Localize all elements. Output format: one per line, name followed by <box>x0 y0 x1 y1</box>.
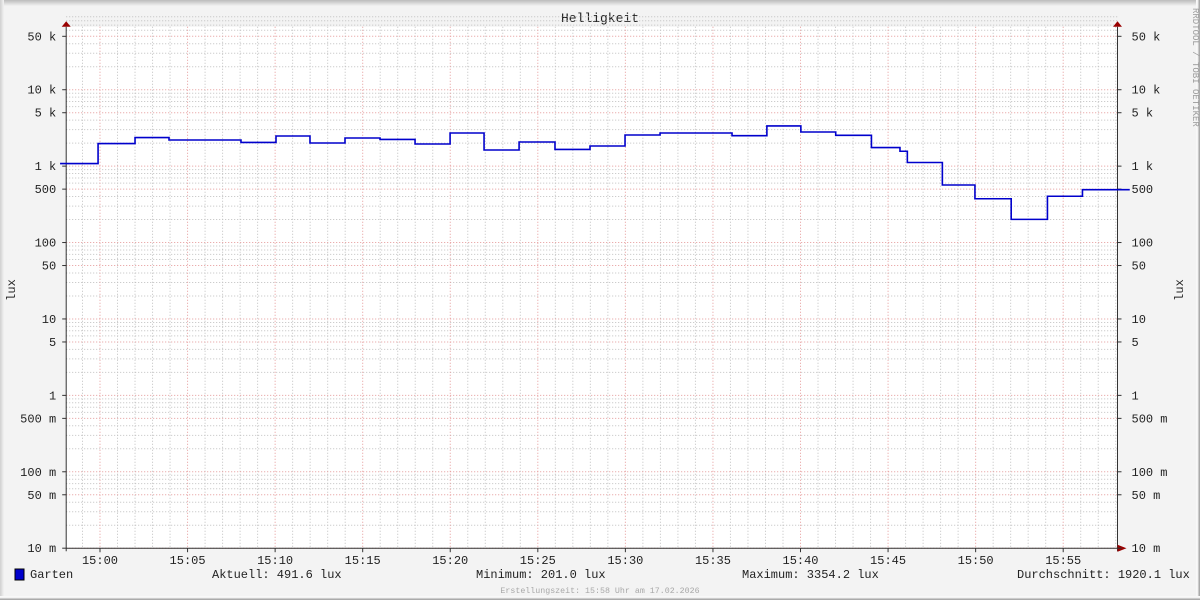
svg-text:15:05: 15:05 <box>170 554 206 568</box>
svg-text:15:35: 15:35 <box>695 554 731 568</box>
svg-text:50 m: 50 m <box>27 489 56 503</box>
svg-text:Durchschnitt: 1920.1 lux: Durchschnitt: 1920.1 lux <box>1017 568 1190 582</box>
svg-text:500 m: 500 m <box>20 412 56 426</box>
svg-text:50 m: 50 m <box>1132 489 1161 503</box>
svg-text:10 k: 10 k <box>27 84 56 98</box>
svg-text:1 k: 1 k <box>1132 160 1154 174</box>
svg-text:15:50: 15:50 <box>958 554 994 568</box>
svg-text:15:20: 15:20 <box>432 554 468 568</box>
svg-text:1 k: 1 k <box>35 160 57 174</box>
svg-text:50 k: 50 k <box>1132 30 1161 44</box>
svg-text:15:25: 15:25 <box>520 554 556 568</box>
svg-text:5: 5 <box>1132 336 1139 350</box>
svg-text:500: 500 <box>1132 183 1154 197</box>
svg-text:50 k: 50 k <box>27 30 56 44</box>
svg-text:10 m: 10 m <box>27 542 56 556</box>
svg-text:RRDTOOL / TOBI OETIKER: RRDTOOL / TOBI OETIKER <box>1190 8 1200 127</box>
svg-text:5 k: 5 k <box>35 107 57 121</box>
svg-text:15:30: 15:30 <box>607 554 643 568</box>
svg-text:10 m: 10 m <box>1132 542 1161 556</box>
svg-text:500: 500 <box>35 183 57 197</box>
svg-text:10 k: 10 k <box>1132 84 1161 98</box>
svg-text:50: 50 <box>1132 260 1146 274</box>
svg-text:5: 5 <box>49 336 56 350</box>
svg-text:lux: lux <box>1173 279 1187 301</box>
svg-text:5 k: 5 k <box>1132 107 1154 121</box>
svg-text:15:40: 15:40 <box>783 554 819 568</box>
svg-text:10: 10 <box>1132 313 1146 327</box>
svg-text:100 m: 100 m <box>1132 466 1168 480</box>
svg-text:1: 1 <box>49 389 56 403</box>
svg-text:500 m: 500 m <box>1132 412 1168 426</box>
svg-text:100 m: 100 m <box>20 466 56 480</box>
svg-text:100: 100 <box>35 237 57 251</box>
svg-text:10: 10 <box>42 313 56 327</box>
svg-text:15:00: 15:00 <box>82 554 118 568</box>
svg-text:15:15: 15:15 <box>345 554 381 568</box>
svg-text:Erstellungszeit: 15:58 Uhr am: Erstellungszeit: 15:58 Uhr am 17.02.2026 <box>500 586 699 596</box>
svg-text:15:10: 15:10 <box>257 554 293 568</box>
svg-text:Maximum: 3354.2 lux: Maximum: 3354.2 lux <box>742 568 879 582</box>
svg-text:1: 1 <box>1132 389 1139 403</box>
svg-text:15:45: 15:45 <box>870 554 906 568</box>
svg-text:15:55: 15:55 <box>1045 554 1081 568</box>
svg-text:Helligkeit: Helligkeit <box>561 11 639 26</box>
svg-text:lux: lux <box>5 279 19 301</box>
svg-text:100: 100 <box>1132 237 1154 251</box>
svg-text:Garten: Garten <box>30 568 73 582</box>
svg-text:Minimum: 201.0 lux: Minimum: 201.0 lux <box>476 568 606 582</box>
svg-text:Aktuell: 491.6 lux: Aktuell: 491.6 lux <box>212 568 342 582</box>
svg-text:50: 50 <box>42 260 56 274</box>
